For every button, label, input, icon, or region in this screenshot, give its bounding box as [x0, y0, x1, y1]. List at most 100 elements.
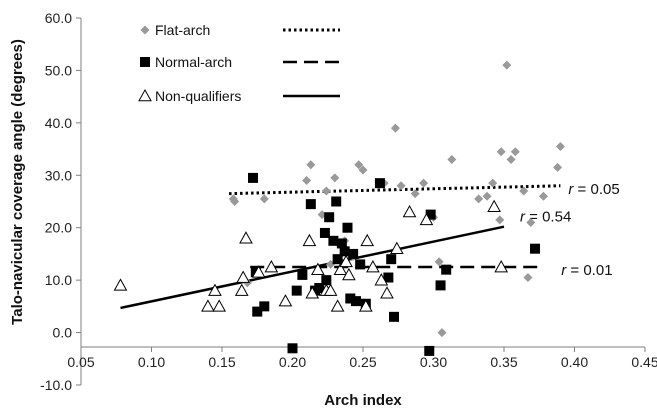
- normal-arch-point: [291, 285, 302, 296]
- normal-arch-point: [305, 199, 316, 210]
- normal-arch-point: [287, 343, 298, 354]
- normal-arch-point: [328, 235, 339, 246]
- flat-arch-point: [390, 123, 400, 133]
- flat-arch-point: [259, 194, 269, 204]
- flat-arch-point: [354, 160, 364, 170]
- non-qualifiers-point: [487, 199, 501, 213]
- trendlines: r = 0.05 r = 0.01 r = 0.54: [120, 181, 620, 310]
- x-axis-title: Arch index: [324, 392, 402, 409]
- normal-arch-point: [297, 269, 308, 280]
- x-tick-label: 0.40: [561, 354, 588, 370]
- flat-arch-point: [523, 273, 533, 283]
- normal-arch-point: [321, 275, 332, 286]
- flat-arch-point: [358, 165, 368, 175]
- y-axis-title: Talo-navicular coverage angle (degrees): [9, 39, 26, 325]
- non-qualifiers-point: [239, 231, 253, 244]
- legend-marker-normal-arch: [140, 57, 150, 67]
- x-tick-label: 0.45: [631, 354, 657, 370]
- normal-arch-point: [314, 283, 325, 294]
- flat-arch-point: [306, 160, 316, 170]
- normal-arch-point: [332, 254, 343, 265]
- y-tick-label: 20.0: [45, 220, 72, 236]
- normal-arch-point: [374, 178, 385, 189]
- non-qualifiers-point: [113, 278, 128, 291]
- normal-arch-point: [348, 248, 359, 259]
- x-tick-label: 0.15: [208, 354, 235, 370]
- non-qualifiers-point: [323, 283, 338, 296]
- non-qualifiers-point: [305, 286, 320, 299]
- x-tick-label: 0.25: [349, 354, 376, 370]
- non-qualifiers-point: [360, 233, 375, 247]
- legend-label-flat-arch: Flat-arch: [155, 22, 210, 38]
- legend-label-non-qualifiers: Non-qualifiers: [155, 88, 241, 104]
- flat-arch-point: [553, 162, 563, 172]
- flat-arch-point: [321, 186, 331, 196]
- non-qualifiers-point: [366, 260, 380, 273]
- legend-marker-flat-arch: [140, 25, 150, 35]
- non-qualifiers-point: [339, 254, 353, 268]
- tick-labels: -10.0 0.0 10.0 20.0 30.0 40.0 50.0 60.0 0.05 0.10…: [40, 10, 657, 393]
- normal-arch-point: [530, 243, 541, 254]
- flat-arch-point: [230, 197, 240, 206]
- flat-arch-point: [555, 141, 565, 151]
- normal-arch-point: [339, 246, 350, 257]
- flat-arch-point: [482, 191, 492, 201]
- normal-arch-point: [389, 311, 400, 322]
- normal-arch-point: [350, 296, 361, 307]
- legend-marker-non-qualifiers: [138, 88, 152, 102]
- normal-arch-point: [259, 301, 270, 312]
- trendline-non-qualifiers: [120, 225, 505, 310]
- flat-arch-point: [330, 173, 340, 183]
- trendline-flat-arch: [229, 184, 561, 196]
- normal-arch-point: [342, 222, 353, 233]
- non-qualifiers-point: [380, 286, 394, 299]
- non-qualifiers-point: [234, 283, 249, 296]
- normal-arch-point: [336, 238, 347, 249]
- non-qualifiers-point: [494, 260, 509, 273]
- y-tick-label: 60.0: [45, 10, 72, 26]
- non-qualifiers-point: [374, 273, 389, 286]
- normal-arch-point: [331, 196, 342, 207]
- data-points: [113, 60, 565, 356]
- x-tick-label: 0.30: [420, 354, 447, 370]
- normal-arch-point: [435, 280, 446, 291]
- normal-arch-point: [345, 293, 356, 304]
- flat-arch-point: [434, 257, 444, 267]
- non-qualifiers-point: [402, 204, 417, 218]
- non-qualifiers-point: [264, 260, 279, 273]
- flat-arch-point: [488, 178, 498, 188]
- non-qualifiers-point: [311, 262, 325, 275]
- y-tick-label: 10.0: [45, 272, 72, 288]
- non-qualifiers-point: [251, 265, 266, 278]
- correlation-label: r = 0.01: [561, 262, 612, 279]
- normal-arch-point: [252, 306, 263, 317]
- non-qualifiers-point: [330, 299, 345, 312]
- normal-arch-point: [441, 264, 452, 275]
- normal-arch-point: [383, 272, 394, 283]
- legend-label-normal-arch: Normal-arch: [155, 54, 232, 70]
- normal-arch-point: [355, 259, 366, 270]
- y-tick-label: 40.0: [45, 115, 72, 131]
- axes: [76, 17, 646, 386]
- normal-arch-point: [319, 227, 330, 238]
- flat-arch-point: [538, 191, 548, 201]
- flat-arch-point: [447, 155, 457, 165]
- x-tick-label: 0.35: [490, 354, 517, 370]
- non-qualifiers-point: [389, 241, 404, 254]
- flat-arch-point: [526, 217, 536, 227]
- normal-arch-point: [324, 212, 335, 223]
- non-qualifiers-point: [358, 299, 373, 312]
- flat-arch-point: [410, 189, 420, 199]
- normal-arch-point: [386, 254, 397, 265]
- flat-arch-point: [396, 181, 406, 191]
- non-qualifiers-point: [236, 270, 250, 283]
- x-tick-label: 0.20: [279, 354, 306, 370]
- y-tick-label: 50.0: [45, 62, 72, 78]
- non-qualifiers-point: [342, 267, 356, 281]
- non-qualifiers-point: [419, 212, 434, 226]
- flat-arch-point: [474, 194, 484, 204]
- x-tick-label: 0.05: [67, 354, 94, 370]
- non-qualifiers-point: [212, 299, 227, 312]
- correlation-label: r = 0.05: [568, 181, 619, 198]
